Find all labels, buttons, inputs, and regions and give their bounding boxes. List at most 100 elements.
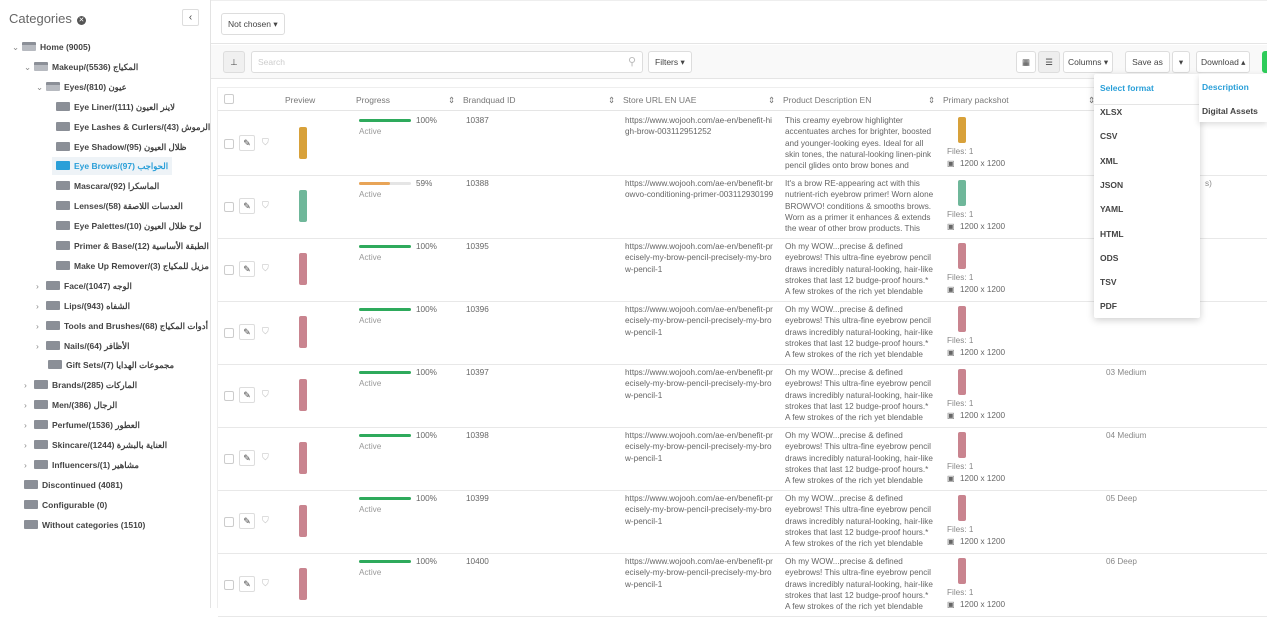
store-url[interactable]: https://www.wojooh.com/ae-en/benefit-pre… bbox=[625, 557, 773, 589]
tree-node[interactable]: Make Up Remover/مزيل للمكياج (3) bbox=[52, 257, 213, 275]
search-icon[interactable]: ⚲ bbox=[627, 56, 636, 68]
edit-icon[interactable]: ✎ bbox=[239, 450, 255, 466]
tree-node[interactable]: Eye Palettes/لوح ظلال العيون (10) bbox=[52, 217, 205, 235]
edit-icon[interactable]: ✎ bbox=[239, 576, 255, 592]
format-option[interactable]: XLSX bbox=[1100, 107, 1123, 117]
edit-icon[interactable]: ✎ bbox=[239, 261, 255, 277]
chevron-down-icon[interactable]: ⌄ bbox=[12, 42, 20, 52]
download-digital-assets[interactable]: Digital Assets bbox=[1202, 106, 1258, 116]
table-row[interactable]: ✎ ⛉ 100% Active 10387 https://www.wojooh.com/… bbox=[218, 113, 1267, 176]
format-option[interactable]: CSV bbox=[1100, 131, 1118, 142]
packshot-thumbnail[interactable] bbox=[958, 495, 966, 521]
tree-node[interactable]: › Nails/الأظافر (64) bbox=[32, 337, 134, 355]
store-url[interactable]: https://www.wojooh.com/ae-en/benefit-hig… bbox=[625, 116, 772, 137]
product-thumbnail[interactable] bbox=[299, 379, 307, 411]
chevron-right-icon[interactable]: › bbox=[36, 300, 39, 311]
column-header[interactable]: Preview bbox=[285, 95, 316, 105]
tree-node[interactable]: › Skincare/العناية بالبشرة (1244) bbox=[20, 436, 171, 454]
row-checkbox[interactable] bbox=[224, 517, 234, 527]
format-option[interactable]: JSON bbox=[1100, 179, 1124, 190]
product-thumbnail[interactable] bbox=[299, 442, 307, 474]
packshot-thumbnail[interactable] bbox=[958, 117, 966, 143]
columns-button[interactable]: Columns ▾ bbox=[1063, 51, 1114, 73]
tree-node[interactable]: Discontinued (4081) bbox=[20, 476, 127, 494]
tree-node[interactable]: › Tools and Brushes/أدوات المكياج (68) bbox=[32, 317, 212, 335]
format-option[interactable]: PDF bbox=[1100, 301, 1117, 312]
tree-node[interactable]: Mascara/الماسكرا (92) bbox=[52, 177, 163, 195]
row-checkbox[interactable] bbox=[224, 454, 234, 464]
hierarchy-icon[interactable]: ⊥ bbox=[223, 51, 245, 73]
edit-icon[interactable]: ✎ bbox=[239, 135, 255, 151]
tree-node[interactable]: › Men/الرجال (386) bbox=[20, 396, 121, 414]
not-chosen-dropdown[interactable]: Not chosen ▾ bbox=[221, 13, 285, 35]
table-row[interactable]: ✎ ⛉ 100% Active 10397 https://www.wojooh.com/… bbox=[218, 365, 1267, 428]
tree-node[interactable]: Eye Shadow/ظلال العيون (95) bbox=[52, 138, 191, 156]
product-thumbnail[interactable] bbox=[299, 505, 307, 537]
grid-view-icon[interactable]: ▦ bbox=[1016, 51, 1036, 73]
product-thumbnail[interactable] bbox=[299, 127, 307, 159]
store-url[interactable]: https://www.wojooh.com/ae-en/benefit-pre… bbox=[625, 242, 773, 274]
chevron-right-icon[interactable]: › bbox=[36, 280, 39, 291]
tree-node[interactable]: › Lips/الشفاه (943) bbox=[32, 297, 134, 315]
tree-node[interactable]: ⌄ Home (9005) bbox=[8, 38, 95, 56]
packshot-thumbnail[interactable] bbox=[958, 243, 966, 269]
save-as-button[interactable]: Save as bbox=[1125, 51, 1170, 73]
row-checkbox[interactable] bbox=[224, 202, 234, 212]
row-checkbox[interactable] bbox=[224, 391, 234, 401]
tree-node[interactable]: › Brands/الماركات (285) bbox=[20, 376, 141, 394]
tree-node[interactable]: ⌄ Eyes/عيون (810) bbox=[32, 78, 131, 96]
format-option[interactable]: XML bbox=[1100, 155, 1118, 166]
edit-icon[interactable]: ✎ bbox=[239, 324, 255, 340]
tree-node[interactable]: Configurable (0) bbox=[20, 496, 111, 514]
sort-icon[interactable]: ⇕ bbox=[448, 95, 456, 105]
list-view-icon[interactable]: ☰ bbox=[1038, 51, 1060, 73]
format-option[interactable]: ODS bbox=[1100, 252, 1119, 263]
store-url[interactable]: https://www.wojooh.com/ae-en/benefit-pre… bbox=[625, 431, 773, 463]
tree-node[interactable]: Eye Lashes & Curlers/الرموش (43) bbox=[52, 118, 214, 136]
store-url[interactable]: https://www.wojooh.com/ae-en/benefit-bro… bbox=[625, 179, 774, 200]
format-option[interactable]: TSV bbox=[1100, 277, 1117, 288]
row-checkbox[interactable] bbox=[224, 265, 234, 275]
chevron-right-icon[interactable]: › bbox=[24, 420, 27, 431]
column-header[interactable]: Product Description EN bbox=[783, 95, 872, 105]
chevron-right-icon[interactable]: › bbox=[36, 340, 39, 351]
download-description[interactable]: Description bbox=[1202, 82, 1249, 92]
chevron-right-icon[interactable]: › bbox=[24, 440, 27, 450]
row-checkbox[interactable] bbox=[224, 580, 234, 590]
search-input[interactable]: Search ⚲ bbox=[251, 51, 643, 73]
store-url[interactable]: https://www.wojooh.com/ae-en/benefit-pre… bbox=[625, 368, 773, 400]
sort-icon[interactable]: ⇕ bbox=[608, 95, 616, 105]
tree-node[interactable]: Lenses/العدسات اللاصقة (58) bbox=[52, 197, 187, 215]
tree-node[interactable]: Without categories (1510) bbox=[20, 516, 149, 534]
table-row[interactable]: ✎ ⛉ 100% Active 10399 https://www.wojooh.com/… bbox=[218, 491, 1267, 554]
store-url[interactable]: https://www.wojooh.com/ae-en/benefit-pre… bbox=[625, 305, 773, 337]
format-option[interactable]: HTML bbox=[1100, 228, 1124, 239]
chevron-right-icon[interactable]: › bbox=[24, 459, 27, 470]
edit-icon[interactable]: ✎ bbox=[239, 198, 255, 214]
product-thumbnail[interactable] bbox=[299, 316, 307, 348]
table-row[interactable]: ✎ ⛉ 100% Active 10395 https://www.wojooh.com/… bbox=[218, 239, 1267, 302]
tree-node[interactable]: ⌄ Makeup/المكياج (5536) bbox=[20, 58, 142, 76]
table-row[interactable]: ✎ ⛉ 100% Active 10398 https://www.wojooh.com/… bbox=[218, 428, 1267, 491]
chevron-right-icon[interactable]: › bbox=[24, 380, 27, 391]
tree-node[interactable]: Primer & Base/الطبقة الأساسية (12) bbox=[52, 237, 213, 255]
chevron-right-icon[interactable]: › bbox=[24, 400, 27, 411]
select-all-checkbox[interactable] bbox=[224, 94, 234, 104]
create-button[interactable] bbox=[1262, 51, 1267, 73]
packshot-thumbnail[interactable] bbox=[958, 432, 966, 458]
column-header[interactable]: Progress bbox=[356, 95, 391, 105]
column-header[interactable]: Primary packshot bbox=[943, 95, 1009, 105]
collapse-sidebar-button[interactable]: ‹ bbox=[182, 9, 199, 26]
edit-icon[interactable]: ✎ bbox=[239, 387, 255, 403]
chevron-down-icon[interactable]: ⌄ bbox=[24, 61, 32, 72]
packshot-thumbnail[interactable] bbox=[958, 558, 966, 584]
packshot-thumbnail[interactable] bbox=[958, 180, 966, 206]
row-checkbox[interactable] bbox=[224, 139, 234, 149]
packshot-thumbnail[interactable] bbox=[958, 369, 966, 395]
save-as-dropdown-icon[interactable]: ▾ bbox=[1172, 51, 1190, 73]
tree-node[interactable]: › Influencers/مشاهير (1) bbox=[20, 456, 143, 474]
download-button[interactable]: Download ▴ bbox=[1196, 51, 1251, 73]
product-thumbnail[interactable] bbox=[299, 568, 307, 600]
chevron-right-icon[interactable]: › bbox=[36, 320, 39, 331]
sort-icon[interactable]: ⇕ bbox=[768, 95, 776, 105]
